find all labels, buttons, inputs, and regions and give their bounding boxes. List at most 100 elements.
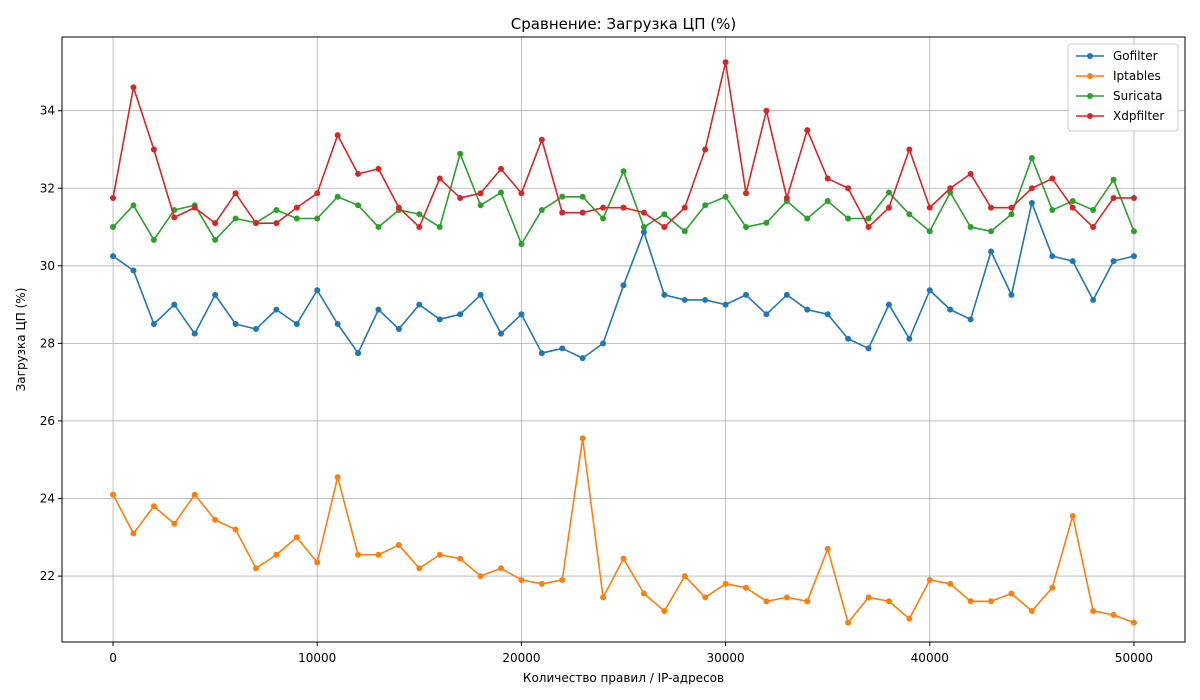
data-point-iptables (885, 598, 892, 605)
data-point-gofilter (620, 282, 627, 289)
data-point-iptables (722, 580, 729, 587)
data-point-gofilter (110, 253, 117, 260)
data-point-suricata (518, 241, 525, 248)
data-point-iptables (436, 551, 443, 558)
data-point-suricata (702, 202, 709, 209)
data-point-suricata (355, 202, 362, 209)
data-point-xdpfilter (661, 224, 668, 231)
data-point-gofilter (1110, 258, 1117, 265)
data-point-iptables (518, 576, 525, 583)
data-point-iptables (212, 516, 219, 523)
data-point-xdpfilter (538, 136, 545, 143)
x-tick-label: 0 (109, 651, 117, 665)
data-point-gofilter (579, 355, 586, 362)
data-point-suricata (314, 215, 321, 222)
data-point-gofilter (457, 311, 464, 318)
data-point-xdpfilter (885, 204, 892, 211)
data-point-gofilter (1090, 296, 1097, 303)
data-point-iptables (865, 594, 872, 601)
data-point-iptables (273, 551, 280, 558)
x-axis-label: Количество правил / IP-адресов (523, 671, 724, 685)
data-point-suricata (232, 215, 239, 222)
data-point-gofilter (661, 291, 668, 298)
data-point-gofilter (722, 301, 729, 308)
data-point-gofilter (355, 350, 362, 357)
data-point-suricata (1008, 211, 1015, 218)
data-point-xdpfilter (171, 214, 178, 221)
data-point-gofilter (559, 345, 566, 352)
legend-swatch-marker-gofilter (1087, 53, 1093, 59)
data-point-gofilter (1008, 291, 1015, 298)
data-point-gofilter (845, 335, 852, 342)
data-point-iptables (988, 598, 995, 605)
data-point-xdpfilter (252, 220, 259, 227)
data-point-suricata (1069, 198, 1076, 205)
data-point-suricata (947, 189, 954, 196)
data-point-iptables (967, 598, 974, 605)
data-point-gofilter (293, 320, 300, 327)
data-point-suricata (845, 215, 852, 222)
data-point-iptables (130, 530, 137, 537)
data-point-xdpfilter (1090, 224, 1097, 231)
data-point-gofilter (967, 316, 974, 323)
data-point-gofilter (334, 320, 341, 327)
data-point-gofilter (1028, 199, 1035, 206)
data-point-iptables (1110, 611, 1117, 618)
data-point-gofilter (947, 306, 954, 313)
data-point-xdpfilter (375, 165, 382, 172)
data-point-xdpfilter (477, 190, 484, 197)
data-point-gofilter (395, 326, 402, 333)
data-point-xdpfilter (293, 204, 300, 211)
data-point-suricata (212, 236, 219, 243)
data-point-suricata (1049, 206, 1056, 213)
data-point-xdpfilter (947, 185, 954, 192)
data-point-xdpfilter (783, 194, 790, 201)
data-point-gofilter (436, 316, 443, 323)
data-point-xdpfilter (804, 127, 811, 134)
x-tick-label: 10000 (298, 651, 336, 665)
data-point-suricata (926, 228, 933, 235)
data-point-iptables (334, 474, 341, 481)
data-point-iptables (1130, 619, 1137, 626)
data-point-suricata (620, 168, 627, 175)
data-point-xdpfilter (579, 209, 586, 216)
legend-label-suricata: Suricata (1113, 89, 1163, 103)
series-suricata (110, 150, 1137, 248)
data-point-suricata (1028, 155, 1035, 161)
legend-label-xdpfilter: Xdpfilter (1113, 109, 1164, 123)
data-point-gofilter (252, 326, 259, 333)
data-point-gofilter (232, 320, 239, 327)
series-iptables (110, 435, 1137, 626)
legend-swatch-marker-iptables (1087, 73, 1093, 79)
data-point-iptables (1090, 607, 1097, 614)
data-point-xdpfilter (232, 190, 239, 197)
data-point-iptables (620, 555, 627, 562)
data-point-iptables (763, 598, 770, 605)
data-point-iptables (375, 551, 382, 558)
data-point-gofilter (681, 296, 688, 303)
data-point-iptables (232, 526, 239, 533)
data-point-iptables (314, 559, 321, 566)
data-point-iptables (293, 534, 300, 541)
x-tick-label: 40000 (911, 651, 949, 665)
data-point-gofilter (212, 291, 219, 298)
data-point-suricata (885, 189, 892, 196)
data-point-gofilter (1049, 253, 1056, 260)
data-point-gofilter (375, 306, 382, 313)
data-point-xdpfilter (722, 59, 729, 66)
data-point-gofilter (273, 306, 280, 313)
data-point-xdpfilter (1049, 175, 1056, 182)
data-point-suricata (824, 198, 831, 205)
data-point-gofilter (702, 296, 709, 303)
data-point-gofilter (1130, 253, 1137, 260)
data-point-xdpfilter (497, 165, 504, 172)
data-point-suricata (906, 211, 913, 218)
data-point-gofilter (600, 340, 607, 347)
data-point-iptables (171, 520, 178, 527)
data-point-gofilter (1069, 258, 1076, 265)
legend-label-iptables: Iptables (1113, 69, 1161, 83)
data-point-suricata (130, 202, 137, 209)
data-point-gofilter (538, 350, 545, 357)
data-point-suricata (293, 215, 300, 222)
data-point-xdpfilter (314, 190, 321, 197)
